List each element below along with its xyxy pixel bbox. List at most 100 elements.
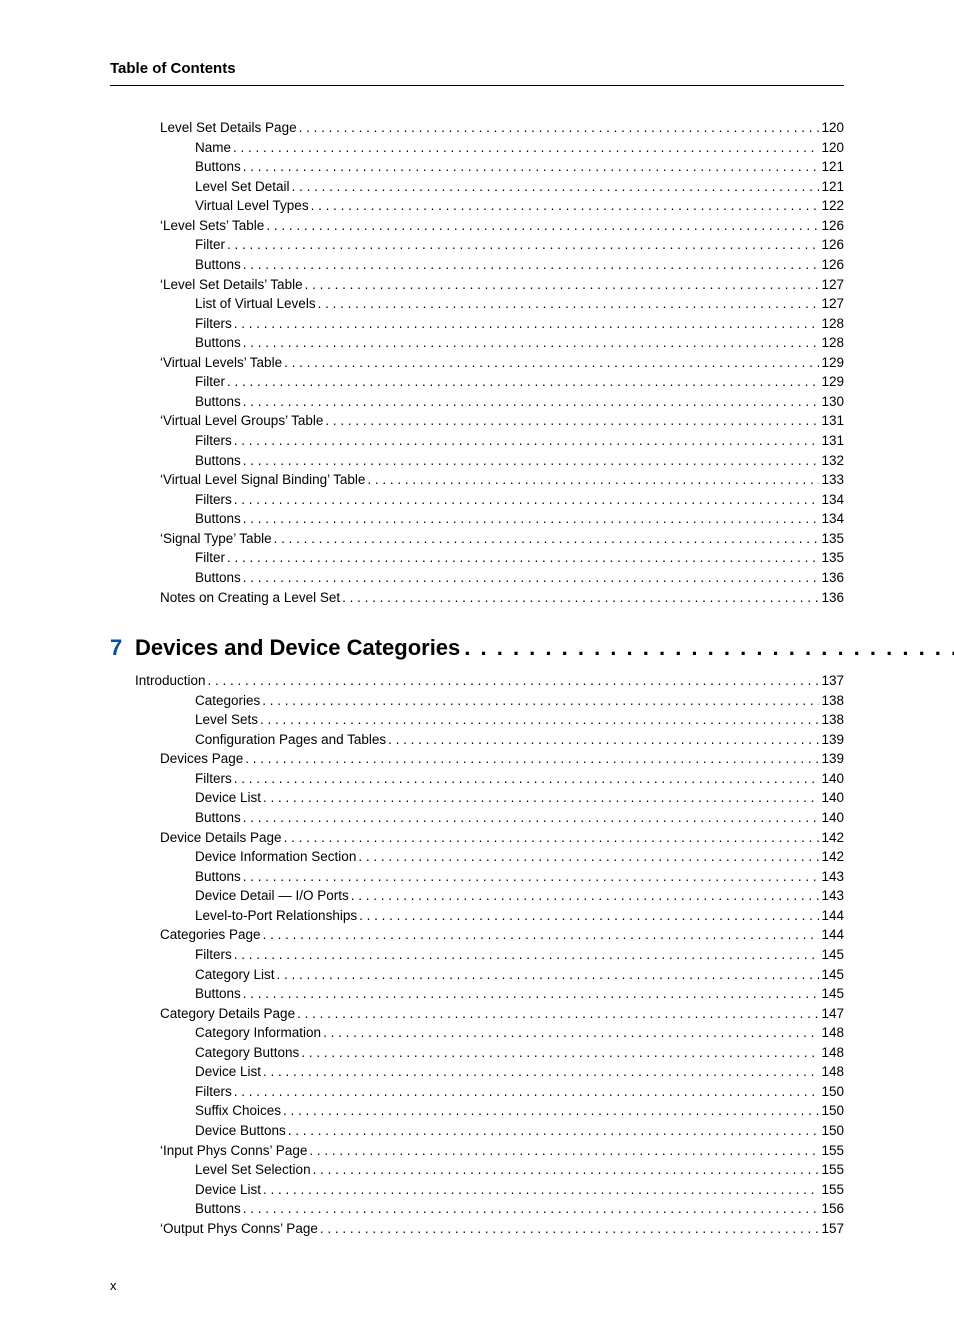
toc-label: Category List	[195, 965, 275, 985]
toc-label: List of Virtual Levels	[195, 294, 316, 314]
toc-page: 139	[821, 730, 844, 750]
toc-page: 150	[821, 1121, 844, 1141]
toc-entry: Category Information148	[135, 1023, 844, 1043]
toc-entry: Buttons128	[135, 333, 844, 353]
toc-entry: Level Sets138	[135, 710, 844, 730]
toc-page: 122	[821, 196, 844, 216]
toc-page: 121	[821, 177, 844, 197]
toc-entry: Buttons136	[135, 568, 844, 588]
toc-leader	[284, 353, 819, 373]
toc-label: Notes on Creating a Level Set	[160, 588, 340, 608]
toc-label: Level Set Selection	[195, 1160, 311, 1180]
toc-label: Device Buttons	[195, 1121, 286, 1141]
toc-section-2: Introduction137Categories138Level Sets13…	[110, 671, 844, 1238]
toc-label: Name	[195, 138, 231, 158]
toc-label: Categories	[195, 691, 260, 711]
toc-entry: ‘Virtual Level Signal Binding’ Table133	[135, 470, 844, 490]
toc-label: Filter	[195, 235, 225, 255]
toc-entry: Buttons121	[135, 157, 844, 177]
toc-label: Filters	[195, 314, 232, 334]
toc-leader	[243, 451, 820, 471]
toc-leader	[388, 730, 819, 750]
toc-leader	[233, 138, 819, 158]
toc-leader	[243, 1199, 820, 1219]
toc-leader	[318, 294, 820, 314]
toc-page: 128	[821, 314, 844, 334]
toc-leader	[243, 984, 820, 1004]
toc-page: 126	[821, 235, 844, 255]
toc-page: 155	[821, 1180, 844, 1200]
toc-entry: Device Information Section142	[135, 847, 844, 867]
toc-page: 127	[821, 275, 844, 295]
toc-page: 148	[821, 1023, 844, 1043]
toc-label: Device Details Page	[160, 828, 282, 848]
toc-leader	[284, 828, 820, 848]
toc-label: Device Detail — I/O Ports	[195, 886, 349, 906]
toc-page: 144	[821, 906, 844, 926]
toc-entry: Buttons145	[135, 984, 844, 1004]
toc-leader	[243, 157, 820, 177]
toc-label: Buttons	[195, 808, 241, 828]
header-title: Table of Contents	[110, 60, 844, 77]
toc-entry: Level Set Detail121	[135, 177, 844, 197]
toc-label: Buttons	[195, 255, 241, 275]
toc-entry: ‘Level Sets’ Table126	[135, 216, 844, 236]
page-number: x	[110, 1278, 844, 1293]
toc-leader	[358, 847, 819, 867]
toc-label: Buttons	[195, 451, 241, 471]
toc-entry: Level-to-Port Relationships 144	[135, 906, 844, 926]
toc-entry: Filters 145	[135, 945, 844, 965]
toc-entry: Buttons143	[135, 867, 844, 887]
toc-label: Filters	[195, 945, 232, 965]
toc-page: 140	[821, 788, 844, 808]
toc-page: 147	[821, 1004, 844, 1024]
toc-label: Device List	[195, 1062, 261, 1082]
toc-entry: Filters150	[135, 1082, 844, 1102]
toc-page: 131	[821, 431, 844, 451]
toc-page: 140	[821, 808, 844, 828]
toc-page: 145	[821, 945, 844, 965]
toc-page: 144	[821, 925, 844, 945]
toc-label: Buttons	[195, 1199, 241, 1219]
toc-leader	[283, 1101, 819, 1121]
toc-leader	[320, 1219, 820, 1239]
toc-entry: Device Detail — I/O Ports 143	[135, 886, 844, 906]
toc-page: 143	[821, 886, 844, 906]
toc-entry: Name 120	[135, 138, 844, 158]
toc-label: Device Information Section	[195, 847, 356, 867]
toc-leader	[260, 710, 819, 730]
toc-label: ‘Output Phys Conns’ Page	[160, 1219, 318, 1239]
toc-leader	[243, 392, 820, 412]
toc-entry: Categories138	[135, 691, 844, 711]
toc-entry: Filter129	[135, 372, 844, 392]
toc-entry: Configuration Pages and Tables139	[135, 730, 844, 750]
toc-label: Buttons	[195, 984, 241, 1004]
toc-label: Category Details Page	[160, 1004, 295, 1024]
toc-entry: Filter 126	[135, 235, 844, 255]
toc-page: 148	[821, 1043, 844, 1063]
toc-entry: ‘Level Set Details’ Table127	[135, 275, 844, 295]
toc-page: 121	[821, 157, 844, 177]
toc-entry: Category List145	[135, 965, 844, 985]
toc-leader	[243, 568, 820, 588]
toc-entry: Devices Page139	[135, 749, 844, 769]
chapter-leader	[464, 635, 954, 661]
toc-leader	[299, 118, 820, 138]
toc-page: 129	[821, 372, 844, 392]
toc-entry: Device List155	[135, 1180, 844, 1200]
toc-page: 142	[821, 828, 844, 848]
toc-leader	[234, 314, 820, 334]
toc-leader	[243, 255, 820, 275]
toc-page: 134	[821, 509, 844, 529]
toc-label: Filters	[195, 769, 232, 789]
toc-leader	[288, 1121, 820, 1141]
toc-label: Buttons	[195, 509, 241, 529]
header-rule	[110, 85, 844, 86]
toc-label: Buttons	[195, 568, 241, 588]
toc-entry: Categories Page144	[135, 925, 844, 945]
toc-page: 133	[821, 470, 844, 490]
toc-page: 120	[821, 138, 844, 158]
toc-label: Level-to-Port Relationships	[195, 906, 357, 926]
toc-leader	[323, 1023, 819, 1043]
toc-entry: Suffix Choices150	[135, 1101, 844, 1121]
